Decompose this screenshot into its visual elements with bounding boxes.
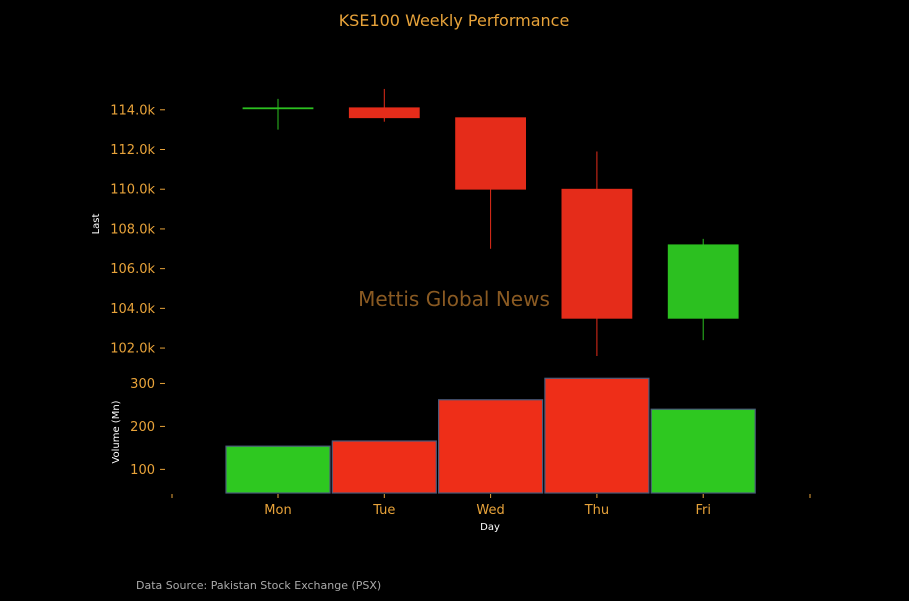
volume-bar: [225, 445, 331, 494]
price-tick-label: 104.0k: [110, 302, 155, 317]
price-tick-label: 112.0k: [110, 143, 155, 158]
price-tick-label: 108.0k: [110, 222, 155, 237]
volume-axis-label: Volume (Mn): [111, 400, 122, 463]
candle-body: [667, 244, 739, 319]
candles: [242, 88, 739, 357]
volume-tick-label: 300: [130, 377, 155, 392]
price-tick-label: 114.0k: [110, 103, 155, 118]
volume-bar: [438, 399, 544, 494]
price-axis: 102.0k 104.0k 106.0k 108.0k 110.0k 112.0k 114.…: [110, 103, 165, 357]
candle-body: [455, 117, 527, 190]
volume-bar: [331, 440, 437, 494]
x-axis-label: Day: [480, 522, 500, 533]
volume-tick-label: 200: [130, 420, 155, 435]
volume-bar: [544, 377, 650, 494]
x-tick-label: Thu: [584, 503, 609, 518]
x-tick-label: Wed: [476, 503, 504, 518]
volume-bars: [225, 377, 756, 494]
x-tick-label: Mon: [264, 503, 291, 518]
candle-body: [348, 107, 420, 119]
volume-bar: [650, 408, 756, 494]
x-tick-label: Fri: [695, 503, 711, 518]
candle-body: [242, 107, 314, 110]
volume-tick-label: 100: [130, 463, 155, 478]
chart-title: KSE100 Weekly Performance: [339, 11, 570, 30]
price-tick-label: 102.0k: [110, 342, 155, 357]
data-source-note: Data Source: Pakistan Stock Exchange (PS…: [136, 579, 381, 592]
price-tick-label: 110.0k: [110, 183, 155, 198]
price-tick-label: 106.0k: [110, 262, 155, 277]
candle-body: [561, 188, 633, 319]
x-tick-label: Tue: [372, 503, 395, 518]
volume-axis: 100 200 300: [130, 377, 165, 478]
x-axis: Mon Tue Wed Thu Fri: [171, 494, 811, 518]
price-axis-label: Last: [91, 214, 102, 235]
watermark: Mettis Global News: [358, 287, 550, 311]
